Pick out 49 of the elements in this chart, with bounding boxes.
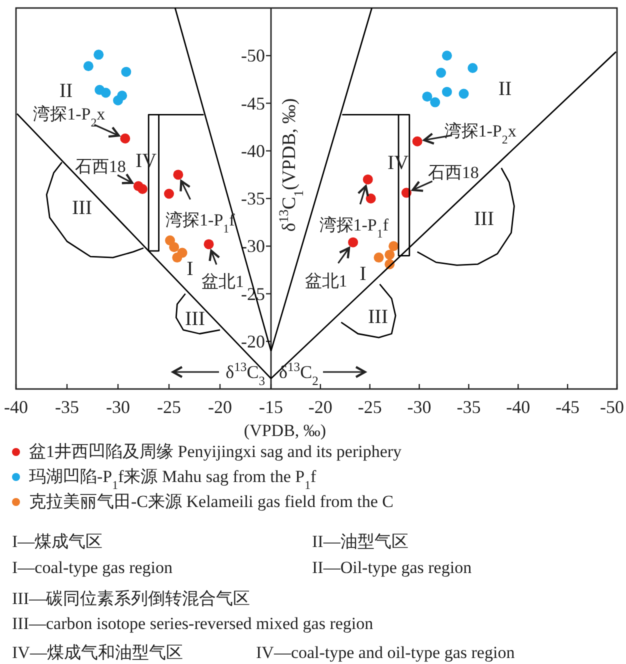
annotation: 石西18 [428, 162, 479, 182]
annotation: 盆北1 [304, 271, 348, 290]
annotation: I [186, 258, 194, 280]
x-tick-label: -15 [259, 397, 283, 417]
y-tick-label: -45 [241, 93, 265, 114]
legend-label: 盆1井西凹陷及周缘 Penyijingxi sag and its periphery [29, 442, 402, 461]
annotation: 湾探1-P$_{1}$f [166, 210, 236, 236]
text: II—油型气区 [312, 532, 408, 551]
annotation: II [498, 78, 512, 100]
x-tick-label: -20 [208, 397, 232, 417]
x-tick-label: -50 [600, 397, 624, 417]
x-tick-label: -20 [308, 397, 332, 417]
annotation: III [72, 197, 92, 219]
annotation: 石西18 [74, 157, 126, 176]
annotation: 湾探1-P$_{2}$x [444, 121, 517, 146]
y-tick-label: -30 [241, 236, 265, 256]
text: IV—coal-type and oil-type gas region [256, 643, 516, 662]
x-tick-label: -30 [407, 397, 432, 417]
x-tick-label: -35 [456, 397, 481, 417]
annotation: III [368, 306, 388, 328]
annotation: II [59, 80, 73, 102]
x-tick-label: -45 [556, 397, 580, 417]
legend-label: 克拉美丽气田-C来源 Kelameili gas field from the C [29, 492, 394, 511]
x-tick-label: -25 [157, 397, 181, 417]
text: (VPDB, ‰) [244, 421, 326, 440]
y-tick-label: -20 [241, 331, 265, 352]
x-tick-label: -40 [4, 397, 28, 417]
text: IV—煤成气和油型气区 [12, 643, 183, 662]
x-tick-label: -30 [106, 397, 130, 417]
text: I—煤成气区 [12, 532, 103, 551]
x-tick-label: -25 [358, 397, 382, 417]
y-tick-label: -50 [241, 46, 265, 66]
x-tick-label: -35 [55, 397, 79, 417]
text: I—coal-type gas region [12, 558, 173, 577]
x-axis-title: δ$^{13}$C$_{3}$ [226, 360, 265, 388]
annotation: 湾探1-P$_{2}$x [33, 104, 106, 130]
annotation: 盆北1 [202, 272, 244, 292]
text: III—carbon isotope series-reversed mixed gas region [12, 614, 374, 633]
text: II—Oil-type gas region [312, 558, 472, 577]
annotation: III [474, 208, 494, 230]
x-tick-label: -40 [506, 397, 530, 417]
legend-label: 玛湖凹陷-P$_{1}$f来源 Mahu sag from the P$_{1}$f [29, 467, 317, 492]
text: III—碳同位素系列倒转混合气区 [12, 589, 250, 608]
annotation: 湾探1-P$_{1}$f [319, 215, 389, 240]
annotation: III [185, 308, 205, 330]
x-axis-title: δ$^{13}$C$_{2}$ [279, 360, 318, 388]
y-tick-label: -35 [241, 188, 265, 208]
y-tick-label: -40 [241, 140, 265, 161]
annotation: I [360, 263, 366, 285]
